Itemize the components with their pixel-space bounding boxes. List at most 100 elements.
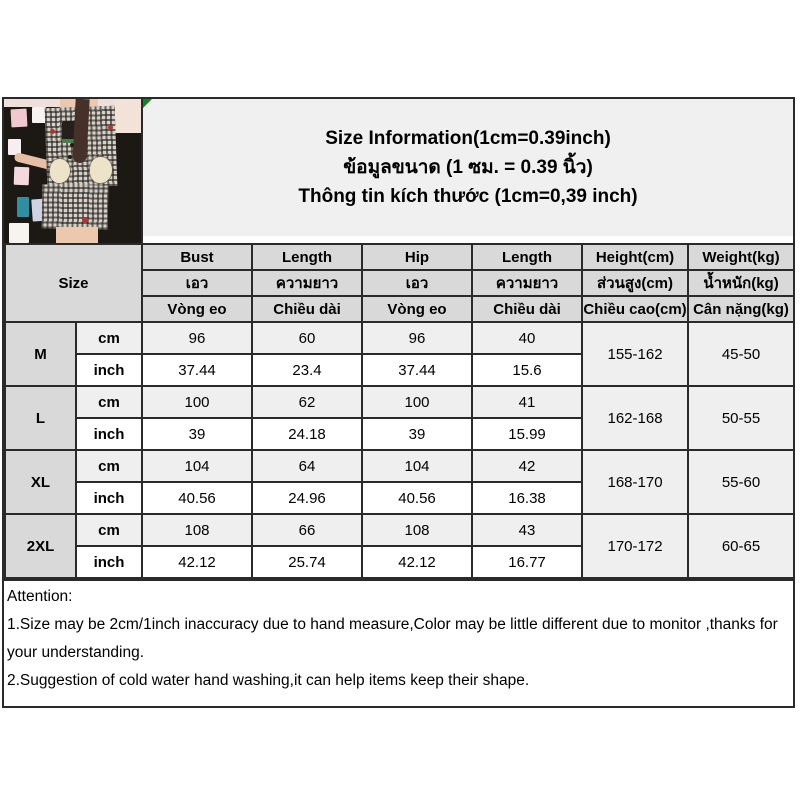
photo-red-button [50, 129, 55, 134]
attention-note-1: 1.Size may be 2cm/1inch inaccuracy due t… [7, 616, 778, 661]
unit-cell-inch: inch [74, 481, 144, 515]
cell-xl-hip-cm: 104 [361, 449, 474, 483]
unit-cell-cm: cm [74, 513, 144, 547]
photo-model-legs [56, 227, 98, 243]
cell-m-length1-inch: 23.4 [251, 353, 364, 387]
header-bust-en: Bust [141, 243, 254, 271]
cell-l-height: 162-168 [581, 385, 690, 451]
photo-card [8, 139, 21, 155]
size-row-label-xl: XL [4, 449, 77, 515]
cell-l-bust-cm: 100 [141, 385, 254, 419]
photo-red-button [108, 125, 113, 130]
cell-m-height: 155-162 [581, 321, 690, 387]
unit-cell-cm: cm [74, 385, 144, 419]
cell-l-length1-inch: 24.18 [251, 417, 364, 451]
header-hip-en: Hip [361, 243, 474, 271]
photo-card [13, 166, 30, 186]
cell-2xl-height: 170-172 [581, 513, 690, 579]
header-length2-vi: Chiều dài [471, 295, 584, 323]
header-length2-en: Length [471, 243, 584, 271]
cell-m-hip-cm: 96 [361, 321, 474, 355]
cell-m-bust-inch: 37.44 [141, 353, 254, 387]
attention-section: Attention: 1.Size may be 2cm/1inch inacc… [4, 579, 793, 706]
cell-l-length1-cm: 62 [251, 385, 364, 419]
cell-2xl-length2-inch: 16.77 [471, 545, 584, 579]
cell-xl-bust-cm: 104 [141, 449, 254, 483]
size-chart-sheet: Size Information(1cm=0.39inch) ข้อมูลขนา… [2, 97, 796, 708]
unit-cell-cm: cm [74, 321, 144, 355]
cell-l-weight: 50-55 [687, 385, 796, 451]
title-vietnamese: Thông tin kích thước (1cm=0,39 inch) [298, 186, 638, 207]
title-background [143, 99, 793, 236]
header-height-en: Height(cm) [581, 243, 690, 271]
photo-pajama-shorts [41, 184, 109, 230]
cell-xl-length1-cm: 64 [251, 449, 364, 483]
product-photo [4, 99, 143, 243]
cell-xl-length1-inch: 24.96 [251, 481, 364, 515]
cell-l-bust-inch: 39 [141, 417, 254, 451]
cell-l-length2-cm: 41 [471, 385, 584, 419]
cell-l-hip-cm: 100 [361, 385, 474, 419]
title-block: Size Information(1cm=0.39inch) ข้อมูลขนา… [143, 99, 793, 243]
cell-m-length2-inch: 15.6 [471, 353, 584, 387]
cell-2xl-bust-inch: 42.12 [141, 545, 254, 579]
photo-card [9, 223, 29, 243]
photo-card [32, 107, 46, 123]
size-corner-label: Size [3, 243, 144, 323]
cell-2xl-hip-cm: 108 [361, 513, 474, 547]
unit-cell-inch: inch [74, 353, 144, 387]
photo-paw-applique-left [50, 159, 70, 183]
size-row-label-l: L [4, 385, 77, 451]
size-row-label-2xl: 2XL [4, 513, 77, 579]
title-english: Size Information(1cm=0.39inch) [325, 128, 611, 149]
header-height-vi: Chiều cao(cm) [581, 295, 690, 323]
attention-note-2: 2.Suggestion of cold water hand washing,… [7, 672, 530, 689]
cell-l-hip-inch: 39 [361, 417, 474, 451]
header-length1-th: ความยาว [251, 269, 364, 297]
title-thai: ข้อมูลขนาด (1 ซม. = 0.39 นิ้ว) [343, 157, 593, 178]
cell-m-hip-inch: 37.44 [361, 353, 474, 387]
cell-m-length1-cm: 60 [251, 321, 364, 355]
cell-xl-length2-cm: 42 [471, 449, 584, 483]
unit-cell-inch: inch [74, 417, 144, 451]
cell-2xl-hip-inch: 42.12 [361, 545, 474, 579]
header-length1-en: Length [251, 243, 364, 271]
header-weight-en: Weight(kg) [687, 243, 796, 271]
header-height-th: ส่วนสูง(cm) [581, 269, 690, 297]
cell-2xl-weight: 60-65 [687, 513, 796, 579]
size-row-label-m: M [4, 321, 77, 387]
cell-2xl-length1-cm: 66 [251, 513, 364, 547]
unit-cell-inch: inch [74, 545, 144, 579]
header-hip-th: เอว [361, 269, 474, 297]
cell-m-bust-cm: 96 [141, 321, 254, 355]
cell-xl-height: 168-170 [581, 449, 690, 515]
photo-paw-applique-right [90, 157, 112, 183]
cell-2xl-length2-cm: 43 [471, 513, 584, 547]
top-section: Size Information(1cm=0.39inch) ข้อมูลขนา… [4, 99, 793, 243]
cell-l-length2-inch: 15.99 [471, 417, 584, 451]
cell-2xl-bust-cm: 108 [141, 513, 254, 547]
unit-cell-cm: cm [74, 449, 144, 483]
photo-button [70, 143, 74, 147]
photo-button [68, 155, 72, 159]
cell-m-weight: 45-50 [687, 321, 796, 387]
photo-backdrop-corner [115, 99, 141, 133]
header-hip-vi: Vòng eo [361, 295, 474, 323]
photo-card [17, 197, 29, 217]
cell-xl-bust-inch: 40.56 [141, 481, 254, 515]
header-weight-th: น้ำหนัก(kg) [687, 269, 796, 297]
header-weight-vi: Cân nặng(kg) [687, 295, 796, 323]
cell-2xl-length1-inch: 25.74 [251, 545, 364, 579]
cell-xl-weight: 55-60 [687, 449, 796, 515]
header-bust-vi: Vòng eo [141, 295, 254, 323]
photo-card [10, 108, 28, 128]
cell-xl-length2-inch: 16.38 [471, 481, 584, 515]
attention-heading: Attention: [7, 588, 73, 605]
comment-marker-triangle [143, 99, 152, 108]
cell-xl-hip-inch: 40.56 [361, 481, 474, 515]
cell-m-length2-cm: 40 [471, 321, 584, 355]
header-length2-th: ความยาว [471, 269, 584, 297]
header-length1-vi: Chiều dài [251, 295, 364, 323]
photo-red-button [82, 217, 88, 223]
header-bust-th: เอว [141, 269, 254, 297]
